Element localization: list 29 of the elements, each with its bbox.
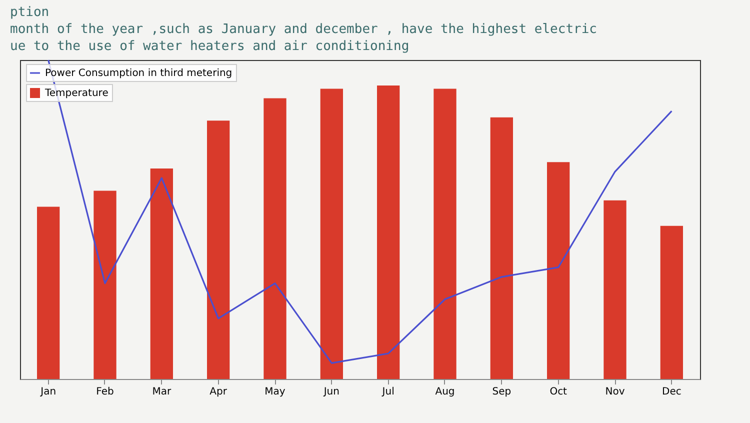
legend-label: Power Consumption in third metering [45,68,232,79]
text: ption [10,4,50,21]
x-tick-label: Jan [40,386,56,398]
x-tick-label: May [264,386,286,398]
x-tick-label: Nov [605,386,625,398]
bar [490,117,513,379]
bar [37,206,60,379]
x-tick-label: Apr [210,386,228,398]
x-tick-label: Oct [550,386,568,398]
bar [94,190,116,379]
x-tick-label: Sep [492,386,512,398]
text: month of the year ,such as January and december , have the highest electric [10,21,598,38]
x-tick-label: Aug [435,386,455,398]
bar [660,226,683,379]
x-tick-label: Mar [152,386,172,398]
x-tick-label: Dec [662,386,682,398]
bar [150,168,173,379]
bar [377,86,400,379]
text: ue to the use of water heaters and air conditioning [10,38,410,55]
bar [547,162,570,379]
bar [207,120,230,379]
x-tick-label: Jul [381,386,394,398]
bar [434,88,456,379]
x-tick-label: Feb [96,386,114,398]
legend-label: Temperature [44,88,108,99]
bar [264,98,286,379]
bar [604,200,626,379]
x-tick-label: Jun [322,386,340,398]
bar [320,88,343,379]
